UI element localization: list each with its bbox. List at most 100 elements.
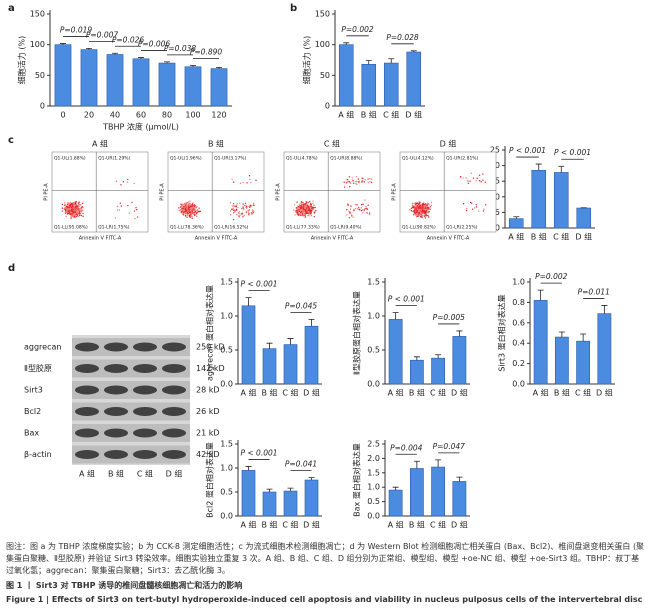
y-tick-label: 0 <box>495 224 500 233</box>
error-bar <box>558 165 565 173</box>
flow-event <box>78 208 81 210</box>
x-tick-label: B 组 <box>261 388 277 398</box>
flow-event <box>188 215 191 218</box>
flow-event <box>343 186 346 188</box>
flow-event <box>296 206 299 209</box>
y-tick-label: 0.5 <box>367 346 380 355</box>
flow-event <box>249 206 251 208</box>
flow-event <box>472 177 475 179</box>
flow-event <box>429 208 431 211</box>
flow-event <box>71 212 74 215</box>
flow-event <box>191 215 193 217</box>
flow-event <box>418 210 421 213</box>
flow-event <box>424 203 426 206</box>
flow-event <box>465 210 468 212</box>
bar <box>576 207 592 229</box>
bar <box>388 489 403 517</box>
significance-label: P=0.011 <box>578 287 610 296</box>
bar <box>388 319 403 385</box>
flow-event <box>247 211 250 213</box>
bar <box>210 68 228 107</box>
caption-note: 图注：图 a 为 TBHP 浓度梯度实验；b 为 CCK-8 测定细胞活性；c … <box>6 542 645 575</box>
bar <box>283 344 298 385</box>
flow-event <box>75 213 78 215</box>
flow-event <box>349 212 351 214</box>
flow-event <box>82 215 84 218</box>
quadrant-label: Q1-LR(2.25%) <box>446 225 478 231</box>
panel-label: b <box>290 3 297 14</box>
bar <box>304 325 319 385</box>
flow-event <box>196 205 198 208</box>
flow-event <box>243 208 245 211</box>
flow-event <box>312 202 314 204</box>
flow-event <box>310 214 312 217</box>
flow-event <box>248 175 251 177</box>
blot-lane: B 组 <box>108 469 124 479</box>
flow-event <box>428 203 430 206</box>
flow-event <box>297 205 299 207</box>
y-axis-label: Bax 蛋白相对表达量 <box>352 443 362 517</box>
flow-event <box>422 214 424 217</box>
quadrant-label: Q1-UL(1.96%) <box>170 156 202 162</box>
blot-band <box>104 364 128 373</box>
flow-event <box>305 208 307 210</box>
flow-event <box>74 210 76 212</box>
blot-band <box>104 428 128 438</box>
significance-label: P < 0.001 <box>240 449 277 458</box>
flow-event <box>74 216 77 219</box>
flow-event <box>120 205 123 207</box>
flow-event <box>248 209 251 211</box>
y-tick-label: 0.5 <box>220 346 233 355</box>
flow-event <box>426 205 428 207</box>
flow-event <box>76 212 79 215</box>
y-tick-label: 1.0 <box>512 278 525 287</box>
flow-event <box>183 204 186 206</box>
blot-band <box>162 428 186 438</box>
flow-event <box>196 211 198 214</box>
x-tick-label: 80 <box>162 111 172 120</box>
flow-event <box>188 202 191 205</box>
flow-event <box>245 211 248 213</box>
y-tick-label: 0 <box>325 102 330 111</box>
bar <box>132 58 150 107</box>
flow-event <box>362 212 364 214</box>
flow-event <box>180 209 182 212</box>
flow-event <box>352 216 354 218</box>
flow-event <box>80 214 83 217</box>
flow-event <box>194 212 196 214</box>
flow-event <box>133 210 136 212</box>
flow-event <box>181 208 183 211</box>
bar <box>576 340 591 385</box>
blot-size: 26 kD <box>196 407 220 416</box>
flow-event <box>416 206 418 208</box>
y-tick-label: 150 <box>315 10 330 19</box>
x-tick-label: A 组 <box>388 388 404 398</box>
y-tick-label: 50 <box>320 71 330 80</box>
x-tick-label: A 组 <box>240 520 256 530</box>
flow-event <box>184 214 187 217</box>
flow-event <box>299 207 302 210</box>
flow-event <box>136 208 138 211</box>
flow-event <box>478 180 481 182</box>
x-tick-label: B 组 <box>361 110 377 120</box>
flow-event <box>427 208 429 210</box>
flow-event <box>314 206 316 209</box>
flow-event <box>81 202 84 205</box>
flow-event <box>349 182 352 184</box>
bar <box>262 491 277 517</box>
error-bar <box>435 354 442 359</box>
y-tick-label: 1.0 <box>220 464 233 473</box>
flow-event <box>295 210 297 212</box>
y-tick-label: 2.0 <box>367 454 380 463</box>
flow-event <box>189 200 191 202</box>
flow-event <box>234 205 236 207</box>
flow-event <box>304 207 306 210</box>
blot-band <box>162 407 186 416</box>
x-tick-label: C 组 <box>430 520 446 530</box>
flow-event <box>358 181 360 183</box>
flow-event <box>191 203 194 205</box>
significance-label: P=0.045 <box>285 301 318 310</box>
significance-label: P=0.028 <box>386 33 419 42</box>
flow-event <box>307 207 309 209</box>
flow-event <box>64 210 67 212</box>
